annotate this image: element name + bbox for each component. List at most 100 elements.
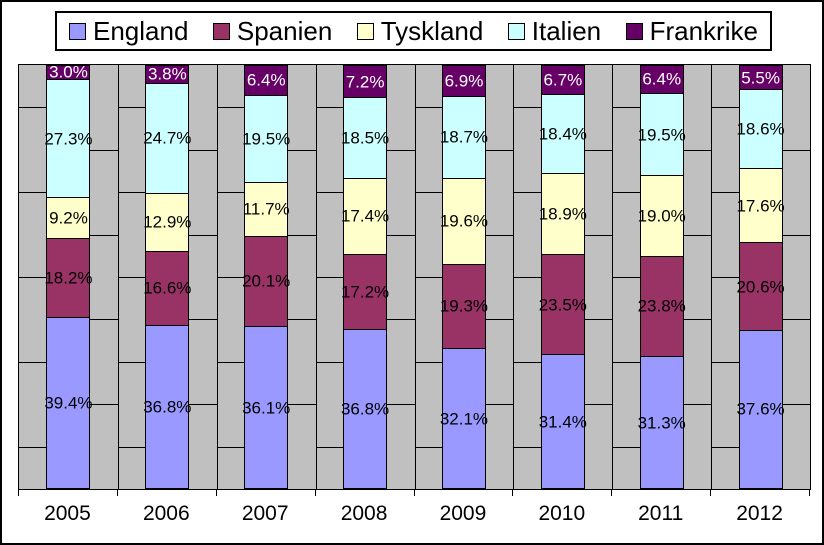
gridline-horizontal <box>266 149 316 151</box>
segment-label: 17.2% <box>340 282 390 302</box>
bar-segment-tyskland: 17.4% <box>340 177 390 255</box>
segment-label: 27.3% <box>44 129 93 149</box>
gridline-horizontal <box>19 277 69 278</box>
segment-label: 19.0% <box>637 206 686 226</box>
gridline-horizontal <box>562 404 613 406</box>
bar-segment-tyskland: 19.6% <box>440 177 488 265</box>
legend-item-label: England <box>93 16 189 46</box>
gridline-horizontal <box>19 192 69 194</box>
segment-label: 19.5% <box>242 129 291 149</box>
x-axis-label: 2010 <box>538 502 586 525</box>
bar-segment-england: 36.8% <box>340 328 390 490</box>
bar-segment-tyskland: 17.6% <box>736 167 785 244</box>
gridline-horizontal <box>414 277 464 278</box>
gridline-vertical <box>117 65 119 489</box>
plot-area: 3.0% 27.3% 9.2% 18.2% 39.4% 3.8% 24.7% 12.9% 16.… <box>18 64 811 490</box>
x-axis-label: 2009 <box>439 502 487 525</box>
gridline-horizontal <box>760 319 810 321</box>
bar-segment-spanien: 23.5% <box>539 253 587 356</box>
gridline-horizontal <box>68 319 118 321</box>
gridline-horizontal <box>167 404 217 406</box>
gridline-horizontal <box>117 446 168 448</box>
bar-2009: 6.9% 18.7% 19.6% 19.3% 32.1% <box>440 65 488 490</box>
bar-segment-tyskland: 19.0% <box>637 175 686 257</box>
gridline-horizontal <box>414 192 464 194</box>
x-axis-label: 2008 <box>340 502 388 525</box>
bar-segment-spanien: 23.8% <box>637 255 686 358</box>
bar-segment-frankrike: 6.9% <box>441 65 486 97</box>
gridline-horizontal <box>315 277 366 278</box>
bar-segment-england: 36.8% <box>143 324 191 489</box>
legend-swatch <box>625 22 643 40</box>
x-axis-label: 2012 <box>736 502 783 525</box>
gridline-horizontal <box>216 361 267 363</box>
bar-segment-spanien: 20.1% <box>242 235 291 328</box>
bar-segment-italien: 24.7% <box>143 82 191 194</box>
bar-segment-england: 36.1% <box>242 326 290 489</box>
bar-segment-frankrike: 6.4% <box>639 65 684 94</box>
gridline-horizontal <box>315 446 366 448</box>
segment-label: 36.8% <box>340 399 390 419</box>
gridline-horizontal <box>19 361 69 363</box>
legend-item: Italien <box>507 18 601 44</box>
gridline-horizontal <box>117 107 168 109</box>
gridline-horizontal <box>266 319 316 321</box>
x-axis-label: 2005 <box>44 502 91 525</box>
gridline-horizontal <box>612 361 662 363</box>
bar-segment-england: 31.3% <box>637 356 686 489</box>
gridline-horizontal <box>315 192 366 194</box>
bar-segment-england: 37.6% <box>736 329 785 489</box>
bar-2011: 6.4% 19.5% 19.0% 23.8% 31.3% <box>637 65 686 489</box>
segment-label: 6.4% <box>246 70 286 90</box>
legend-item: Frankrike <box>625 16 758 46</box>
gridline-horizontal <box>68 149 118 151</box>
segment-label: 23.8% <box>637 296 686 316</box>
gridline-horizontal <box>266 234 316 236</box>
segment-label: 20.1% <box>242 271 291 291</box>
segment-label: 5.5% <box>741 68 780 87</box>
bar-segment-tyskland: 18.9% <box>539 173 587 255</box>
gridline-horizontal <box>661 319 712 321</box>
gridline-horizontal <box>365 234 415 236</box>
legend: England Spanien Tyskland Italien Frankrike <box>55 11 772 51</box>
segment-label: 12.9% <box>143 212 192 232</box>
x-axis-label: 2006 <box>142 502 190 525</box>
gridline-horizontal <box>19 107 69 109</box>
gridline-horizontal <box>562 234 613 236</box>
legend-item-label: Frankrike <box>649 16 758 46</box>
bar-segment-england: 32.1% <box>440 348 488 490</box>
x-axis-tick <box>314 490 316 496</box>
gridline-horizontal <box>711 277 761 278</box>
segment-label: 37.6% <box>736 399 785 419</box>
bar-segment-england: 31.4% <box>538 354 587 489</box>
segment-label: 18.2% <box>44 268 93 288</box>
segment-label: 17.4% <box>340 206 390 226</box>
gridline-horizontal <box>562 149 613 151</box>
bar-segment-italien: 18.5% <box>341 97 389 179</box>
bar-2008: 7.2% 18.5% 17.4% 17.2% 36.8% <box>340 65 390 490</box>
gridline-horizontal <box>711 107 761 109</box>
gridline-horizontal <box>414 361 464 363</box>
gridline-horizontal <box>612 446 662 448</box>
segment-label: 31.3% <box>637 413 686 433</box>
segment-label: 6.4% <box>642 69 682 89</box>
segment-label: 11.7% <box>242 199 290 219</box>
gridline-horizontal <box>711 361 761 363</box>
segment-label: 31.4% <box>538 412 587 432</box>
gridline-horizontal <box>365 149 415 151</box>
legend-swatch <box>356 22 374 40</box>
gridline-horizontal <box>711 446 761 448</box>
legend-swatch <box>212 22 230 40</box>
segment-label: 16.6% <box>143 278 192 298</box>
bar-segment-frankrike: 6.7% <box>540 65 585 96</box>
x-axis-tick <box>611 490 613 496</box>
bar-segment-italien: 19.5% <box>638 92 686 177</box>
gridline-horizontal <box>216 446 267 448</box>
gridline-horizontal <box>513 277 563 278</box>
legend-item-label: Spanien <box>236 16 333 46</box>
gridline-horizontal <box>315 361 366 363</box>
gridline-horizontal <box>513 446 563 448</box>
gridline-horizontal <box>68 234 118 236</box>
segment-label: 7.2% <box>345 72 385 91</box>
